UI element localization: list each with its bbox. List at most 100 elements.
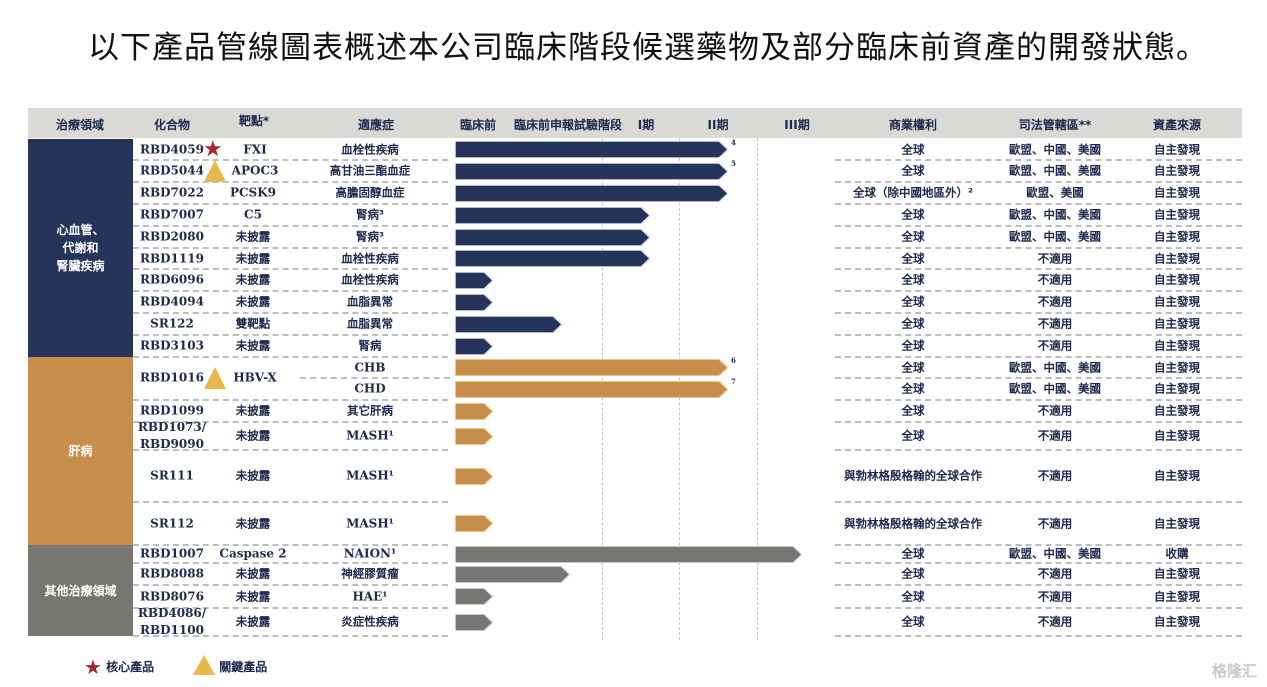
commercial-rights: 全球 bbox=[901, 360, 925, 374]
jurisdiction: 歐盟、中國、美國 bbox=[1009, 207, 1101, 222]
asset-source: 自主發現 bbox=[1154, 142, 1200, 156]
compound-name: RBD8076 bbox=[140, 589, 204, 603]
asset-source: 自主發現 bbox=[1154, 251, 1200, 265]
row-divider bbox=[835, 290, 1242, 292]
jurisdiction: 不適用 bbox=[1037, 589, 1073, 603]
area-label: 肝病 bbox=[68, 444, 93, 458]
row-divider bbox=[133, 584, 448, 586]
commercial-rights: 全球 bbox=[901, 207, 925, 222]
header-jurisdiction: 司法管轄區** bbox=[1018, 118, 1092, 132]
indication-name: 腎病³ bbox=[355, 229, 385, 244]
row-divider bbox=[133, 449, 448, 451]
jurisdiction: 不適用 bbox=[1037, 251, 1073, 265]
indication-name: HAE¹ bbox=[352, 589, 388, 603]
asset-source: 自主發現 bbox=[1154, 516, 1200, 530]
indication-name: MASH¹ bbox=[346, 468, 394, 483]
jurisdiction: 不適用 bbox=[1037, 614, 1073, 629]
jurisdiction: 不適用 bbox=[1037, 468, 1073, 483]
row-divider bbox=[835, 181, 1242, 183]
indication-name: 神經膠質瘤 bbox=[341, 566, 399, 581]
jurisdiction: 歐盟、中國、美國 bbox=[1009, 546, 1101, 561]
target-name: 未披露 bbox=[235, 403, 271, 418]
legend-key-label: 關鍵產品 bbox=[219, 660, 268, 674]
row-divider bbox=[133, 544, 448, 546]
target-name: 雙靶點 bbox=[235, 316, 271, 331]
commercial-rights: 全球 bbox=[901, 251, 925, 265]
pipeline-progress-bar bbox=[455, 315, 562, 333]
indication-name: 腎病 bbox=[358, 338, 382, 353]
indication-name: CHB bbox=[354, 360, 386, 374]
jurisdiction: 歐盟、中國、美國 bbox=[1009, 229, 1101, 244]
row-divider bbox=[835, 399, 1242, 401]
asset-source: 自主發現 bbox=[1154, 185, 1200, 200]
row-divider bbox=[133, 268, 448, 270]
triangle-icon bbox=[193, 655, 215, 675]
commercial-rights: 全球 bbox=[901, 428, 925, 443]
header-compound: 化合物 bbox=[153, 118, 191, 132]
target-name: 未披露 bbox=[235, 229, 271, 244]
target-name: FXI bbox=[243, 142, 267, 156]
commercial-rights: 全球（除中國地區外）² bbox=[852, 185, 974, 200]
pipeline-progress-bar bbox=[455, 271, 493, 289]
commercial-rights: 全球 bbox=[901, 294, 925, 309]
compound-name: RBD8088 bbox=[140, 566, 204, 581]
indication-name: MASH¹ bbox=[346, 428, 394, 443]
area-label: 其他治療領域 bbox=[44, 583, 117, 598]
target-name: Caspase 2 bbox=[219, 546, 287, 561]
header-ind: 臨床前申報試驗階段 bbox=[513, 118, 623, 132]
asset-source: 自主發現 bbox=[1154, 403, 1200, 418]
jurisdiction: 不適用 bbox=[1037, 566, 1073, 581]
asset-source: 自主發現 bbox=[1154, 272, 1200, 287]
pipeline-progress-bar bbox=[455, 565, 570, 583]
pipeline-progress-bar bbox=[455, 337, 493, 355]
pipeline-progress-bar bbox=[455, 359, 728, 376]
star-icon: ★ bbox=[84, 655, 102, 679]
pipeline-progress-bar bbox=[455, 162, 728, 180]
pipeline-progress-bar bbox=[455, 184, 728, 202]
row-divider bbox=[133, 607, 448, 609]
commercial-rights: 與勃林格殷格翰的全球合作 bbox=[844, 516, 982, 530]
row-divider bbox=[835, 544, 1242, 546]
therapeutic-area: 其他治療領域 bbox=[28, 545, 133, 636]
asset-source: 自主發現 bbox=[1154, 338, 1200, 353]
indication-name: 血栓性疾病 bbox=[341, 272, 399, 287]
pipeline-progress-bar bbox=[455, 427, 493, 445]
row-divider bbox=[835, 584, 1242, 586]
indication-name: 炎症性疾病 bbox=[341, 614, 399, 629]
commercial-rights: 全球 bbox=[901, 163, 925, 178]
jurisdiction: 不適用 bbox=[1037, 294, 1073, 309]
target-name: 未披露 bbox=[235, 338, 271, 353]
target-name: 未披露 bbox=[235, 614, 271, 629]
row-divider bbox=[835, 501, 1242, 503]
pipeline-progress-bar bbox=[455, 402, 493, 420]
asset-source: 自主發現 bbox=[1154, 381, 1200, 396]
area-label: 心血管、 代謝和 腎臟疾病 bbox=[56, 223, 105, 273]
indication-name: 高甘油三酯血症 bbox=[329, 163, 411, 178]
asset-source: 收購 bbox=[1165, 546, 1189, 561]
legend-core-label: 核心產品 bbox=[106, 660, 155, 674]
asset-source: 自主發現 bbox=[1154, 316, 1200, 331]
target-name: 未披露 bbox=[235, 428, 271, 443]
row-divider bbox=[835, 334, 1242, 336]
jurisdiction: 不適用 bbox=[1037, 338, 1073, 353]
header-preclinical: 臨床前 bbox=[459, 118, 497, 132]
asset-source: 自主發現 bbox=[1154, 163, 1200, 178]
asset-source: 自主發現 bbox=[1154, 360, 1200, 374]
header-indication: 適應症 bbox=[357, 118, 395, 132]
watermark-logo: 格隆汇 bbox=[1211, 662, 1257, 680]
compound-name: RBD4086/ RBD1100 bbox=[137, 606, 207, 637]
target-name: 未披露 bbox=[235, 294, 271, 309]
compound-name: RBD1073/ RBD9090 bbox=[137, 420, 207, 451]
header-phase2: II期 bbox=[707, 118, 729, 132]
star-icon: ★ bbox=[203, 136, 223, 162]
row-divider bbox=[835, 635, 1242, 637]
indication-name: 腎病³ bbox=[355, 207, 385, 222]
compound-name: SR111 bbox=[150, 468, 194, 483]
indication-name: 血栓性疾病 bbox=[341, 142, 399, 156]
row-divider bbox=[133, 356, 448, 358]
pipeline-progress-bar bbox=[455, 515, 493, 532]
commercial-rights: 全球 bbox=[901, 338, 925, 353]
commercial-rights: 全球 bbox=[901, 614, 925, 629]
pipeline-progress-bar bbox=[455, 588, 493, 605]
jurisdiction: 歐盟、中國、美國 bbox=[1009, 381, 1101, 396]
